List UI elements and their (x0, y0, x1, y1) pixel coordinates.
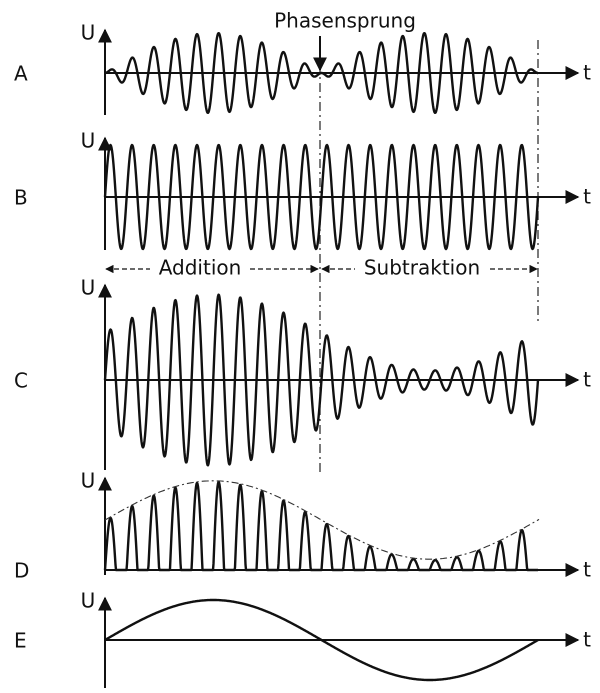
addition-label: Addition (159, 256, 242, 280)
row-label: D (14, 559, 29, 583)
x-axis-label: t (583, 368, 591, 392)
x-axis-label: t (583, 61, 591, 85)
y-axis-label: U (81, 276, 96, 300)
waveform (103, 293, 540, 467)
subtraction-label: Subtraktion (364, 256, 480, 280)
waveform (104, 32, 539, 114)
y-axis-label: U (81, 129, 96, 153)
row-label: E (14, 629, 27, 653)
x-axis-label: t (583, 185, 591, 209)
x-axis-label: t (583, 558, 591, 582)
x-axis-label: t (583, 628, 591, 652)
waveform (103, 480, 539, 572)
y-axis-label: U (81, 469, 96, 493)
y-axis-label: U (81, 21, 96, 45)
waveform (103, 143, 540, 251)
row-label: B (14, 186, 28, 210)
phase-jump-label: Phasensprung (274, 9, 416, 33)
y-axis-label: U (81, 589, 96, 613)
waveform (104, 598, 539, 682)
row-label: A (14, 62, 28, 86)
envelope (104, 480, 540, 560)
row-label: C (14, 369, 28, 393)
